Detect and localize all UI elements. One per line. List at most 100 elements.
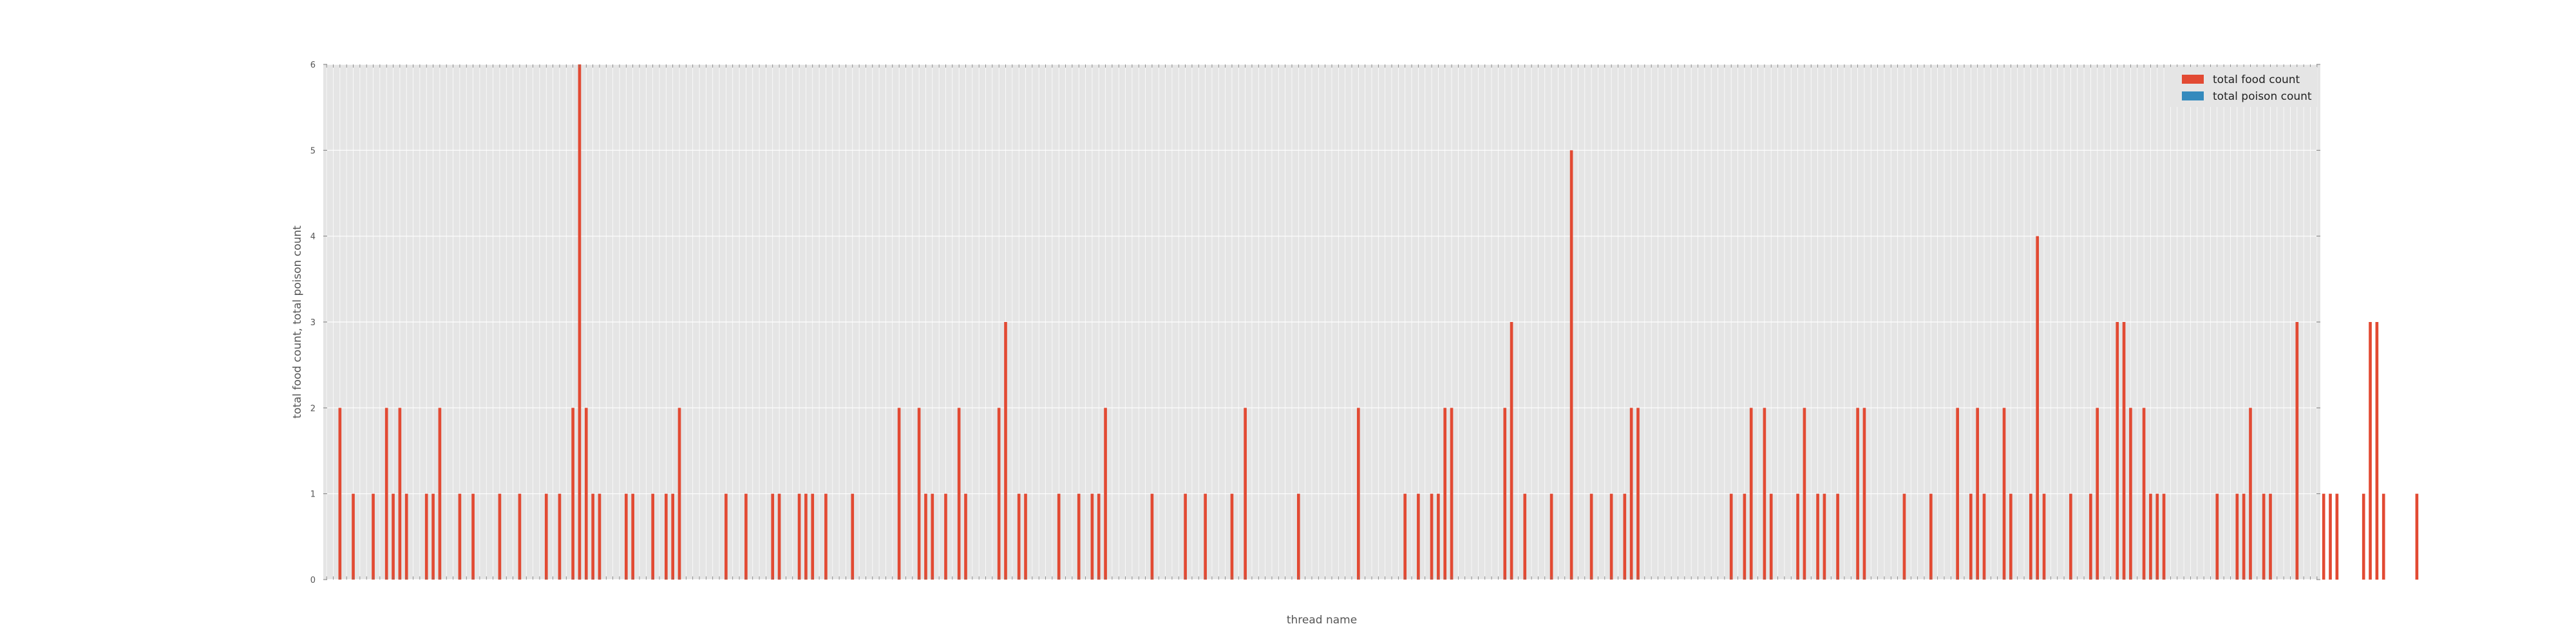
bar-food bbox=[924, 493, 927, 580]
bar-food bbox=[2089, 493, 2092, 580]
bar-food bbox=[431, 493, 435, 580]
bar-food bbox=[438, 408, 442, 580]
y-tick-label: 6 bbox=[310, 61, 316, 70]
bar-food bbox=[2329, 493, 2332, 580]
bar-food bbox=[1589, 493, 1593, 580]
bar-food bbox=[917, 408, 921, 580]
y-tick-label: 0 bbox=[310, 576, 316, 585]
bar-food bbox=[997, 408, 1001, 580]
bar-food bbox=[1184, 493, 1187, 580]
y-tick-labels: 0 1 2 3 4 5 6 bbox=[310, 61, 316, 585]
bar-food bbox=[591, 493, 594, 580]
y-tick-label: 5 bbox=[310, 146, 316, 156]
bar-food bbox=[1417, 493, 1420, 580]
bar-food bbox=[2162, 493, 2166, 580]
bar-food bbox=[1769, 493, 1773, 580]
bar-food bbox=[1816, 493, 1819, 580]
bar-food bbox=[964, 493, 967, 580]
y-tick-label: 1 bbox=[310, 490, 316, 500]
bar-food bbox=[897, 408, 901, 580]
bar-series bbox=[338, 64, 2419, 580]
bar-food bbox=[2215, 493, 2219, 580]
bar-food bbox=[777, 493, 781, 580]
bar-food bbox=[797, 493, 801, 580]
bar-food bbox=[1976, 408, 1979, 580]
bar-food bbox=[811, 493, 815, 580]
bar-food bbox=[404, 493, 408, 580]
bar-food bbox=[2262, 493, 2266, 580]
bar-food bbox=[2002, 408, 2006, 580]
bar-food bbox=[338, 408, 342, 580]
bar-food bbox=[1450, 408, 1454, 580]
bar-food bbox=[1803, 408, 1806, 580]
legend: total food count total poison count bbox=[2170, 67, 2317, 107]
bar-food bbox=[1549, 493, 1553, 580]
bar-food bbox=[1763, 408, 1766, 580]
bar-food bbox=[1796, 493, 1799, 580]
bar-food bbox=[2122, 322, 2126, 580]
legend-swatch-poison bbox=[2182, 91, 2204, 100]
bar-food bbox=[1956, 408, 1959, 580]
axis-ticks bbox=[323, 64, 2320, 580]
y-axis-title: total food count, total poison count bbox=[291, 225, 304, 419]
bar-food bbox=[1569, 150, 1573, 580]
y-tick-label: 3 bbox=[310, 318, 316, 328]
bar-food bbox=[1017, 493, 1021, 580]
bar-food bbox=[2009, 493, 2012, 580]
bar-food bbox=[2069, 493, 2072, 580]
bar-food bbox=[631, 493, 634, 580]
bar-food bbox=[2269, 493, 2272, 580]
bar-food bbox=[2235, 493, 2239, 580]
bar-food bbox=[851, 493, 855, 580]
bar-food bbox=[1510, 322, 1513, 580]
x-axis-title: thread name bbox=[1287, 614, 1357, 627]
bar-food bbox=[1296, 493, 1300, 580]
bar-food bbox=[804, 493, 808, 580]
bar-food bbox=[1244, 408, 1247, 580]
bar-food bbox=[1090, 493, 1094, 580]
bar-food bbox=[471, 493, 475, 580]
y-tick-label: 4 bbox=[310, 232, 316, 242]
bar-food bbox=[1749, 408, 1753, 580]
bar-food bbox=[571, 408, 574, 580]
bar-food bbox=[931, 493, 934, 580]
bar-food bbox=[2142, 408, 2146, 580]
bar-food bbox=[2322, 493, 2325, 580]
bar-food bbox=[1430, 493, 1434, 580]
bar-food bbox=[558, 493, 562, 580]
bar-food bbox=[2129, 408, 2132, 580]
bar-food bbox=[671, 493, 675, 580]
bar-food bbox=[1204, 493, 1207, 580]
bar-food bbox=[2382, 493, 2385, 580]
bar-food bbox=[2036, 236, 2040, 580]
bar-food bbox=[2375, 322, 2379, 580]
bar-food bbox=[1982, 493, 1986, 580]
bar-food bbox=[1150, 493, 1154, 580]
bar-food bbox=[724, 493, 728, 580]
bar-food bbox=[2415, 493, 2419, 580]
bar-food bbox=[1004, 322, 1007, 580]
bar-food bbox=[2155, 493, 2159, 580]
bar-food bbox=[677, 408, 681, 580]
bar-food bbox=[1077, 493, 1081, 580]
bar-food bbox=[1729, 493, 1733, 580]
bar-food bbox=[2042, 493, 2046, 580]
legend-label-food: total food count bbox=[2213, 73, 2300, 86]
bar-food bbox=[1057, 493, 1061, 580]
y-tick-label: 2 bbox=[310, 404, 316, 413]
bar-food bbox=[2362, 493, 2365, 580]
legend-label-poison: total poison count bbox=[2213, 90, 2312, 103]
bar-food bbox=[1523, 493, 1527, 580]
bar-food bbox=[744, 493, 748, 580]
bar-food bbox=[1629, 408, 1633, 580]
bar-food bbox=[1743, 493, 1747, 580]
bar-food bbox=[2096, 408, 2099, 580]
bar-food bbox=[598, 493, 601, 580]
bar-food bbox=[1357, 408, 1360, 580]
bar-food bbox=[1097, 493, 1101, 580]
bar-food bbox=[2029, 493, 2032, 580]
bar-food bbox=[1104, 408, 1107, 580]
bar-food bbox=[2249, 408, 2252, 580]
bar-food bbox=[1623, 493, 1627, 580]
